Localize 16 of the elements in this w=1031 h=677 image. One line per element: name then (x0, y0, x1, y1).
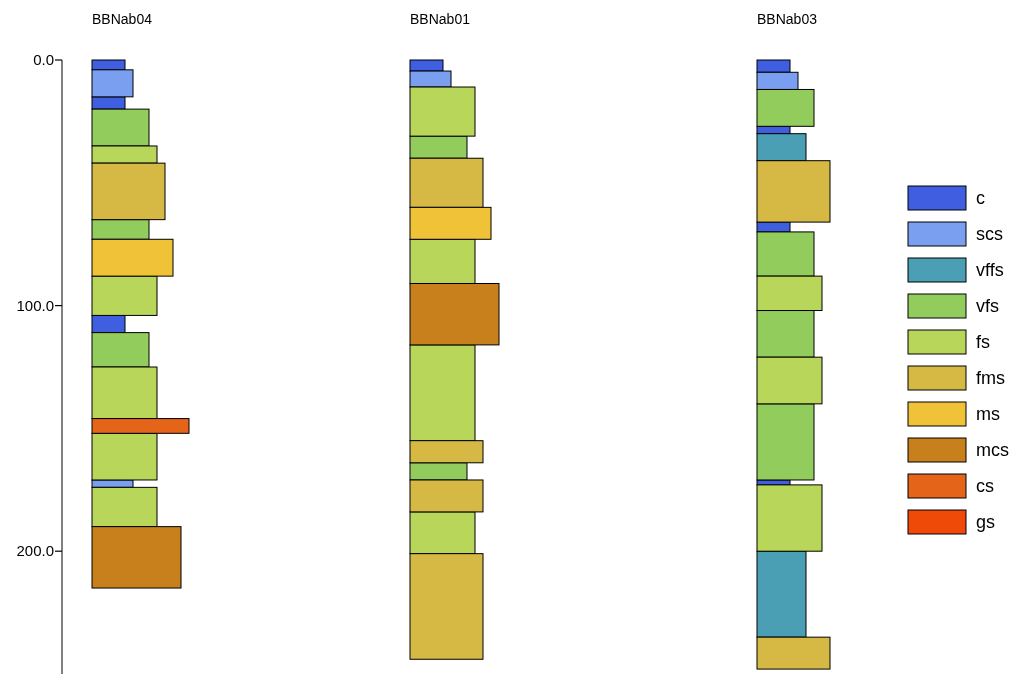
y-tick-label: 0.0 (33, 51, 54, 69)
legend-label: scs (976, 224, 1003, 245)
x-tick-label: BBNab01 (410, 11, 471, 27)
legend-label: fs (976, 332, 991, 353)
legend-label: fms (976, 368, 1005, 389)
legend-label: mcs (976, 440, 1009, 461)
legend-label: ms (976, 404, 1000, 425)
x-tick-label: BBNab04 (92, 11, 153, 27)
legend-label: c (976, 188, 985, 209)
legend-label: cs (976, 476, 994, 497)
y-tick-label: 200.0 (16, 542, 54, 560)
legend-label: vffs (976, 260, 1004, 281)
y-tick-label: 100.0 (16, 296, 54, 314)
x-tick-label: BBNab03 (757, 11, 818, 27)
legend-label: vfs (976, 296, 1000, 317)
legend-label: gs (976, 512, 996, 533)
